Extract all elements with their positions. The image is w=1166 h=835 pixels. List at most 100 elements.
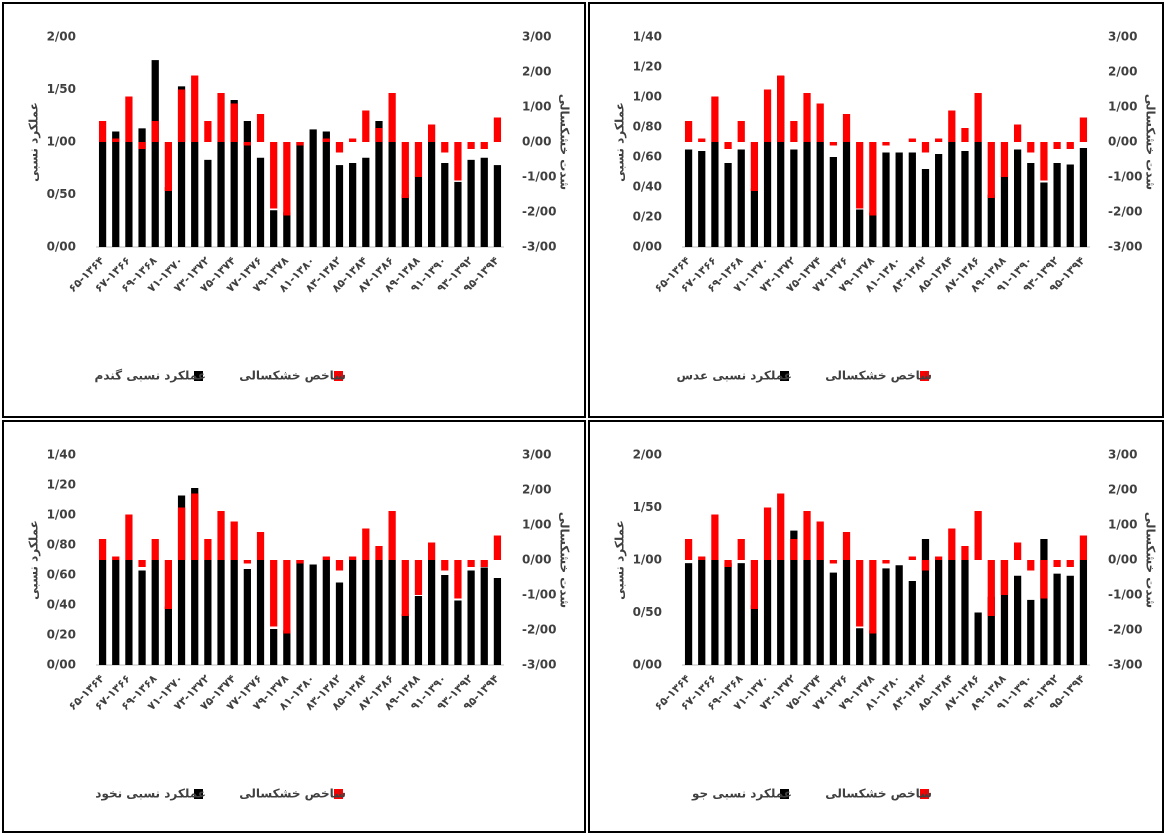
yield-bar (908, 581, 916, 665)
yield-bar (138, 128, 146, 247)
y2-tick-label: 1/00 (522, 100, 551, 114)
yield-bar (217, 560, 225, 665)
y2-tick-label: 3/00 (522, 448, 551, 462)
yield-bar (1079, 560, 1088, 665)
y-tick-label: 0/60 (47, 568, 76, 582)
yield-bar (961, 560, 969, 665)
drought-bar (480, 560, 488, 567)
yield-bar (480, 157, 488, 247)
drought-bar (987, 560, 995, 616)
yield-bar (349, 560, 357, 665)
drought-bar (467, 560, 475, 567)
yield-bar (454, 600, 462, 665)
y2-tick-label: 1/00 (522, 518, 551, 532)
drought-bar (401, 142, 409, 198)
drought-bar (763, 507, 772, 560)
drought-bar (803, 93, 811, 142)
yield-bar (1027, 163, 1035, 247)
y2-tick-label: 1/00 (1108, 518, 1137, 532)
y-tick-label: 0/00 (47, 240, 76, 254)
drought-bar (454, 142, 462, 181)
y2-tick-label: 3/00 (1108, 30, 1137, 44)
panel: 0/00 0/20 0/40 0/60 0/80 1/00 1/20 1/40 -3/00 -2/… (588, 2, 1164, 418)
y2-tick-label: 2/00 (1108, 65, 1137, 79)
yield-bar (335, 165, 344, 247)
yield-bar (816, 142, 824, 247)
yield-bar (467, 159, 475, 247)
yield-bar (1000, 176, 1009, 247)
y2-tick-label: 2/00 (522, 483, 551, 497)
yield-bar (177, 495, 186, 665)
yield-bar (684, 149, 693, 247)
legend-swatch (780, 789, 789, 799)
drought-bar (724, 560, 732, 567)
yield-bar (698, 151, 706, 247)
drought-bar (296, 142, 304, 146)
legend-label: عملکرد نسبی گندم (95, 369, 206, 384)
y-axis-title: عملکرد نسبی (27, 520, 41, 600)
yield-bar (882, 568, 890, 665)
yield-bar (493, 165, 502, 247)
yield-bar (362, 157, 370, 247)
chart: 0/00 0/20 0/40 0/60 0/80 1/00 1/20 1/40 -3/00 -2/… (613, 30, 1158, 383)
y-tick-label: 0/40 (633, 180, 662, 194)
y2-tick-label: -3/00 (522, 658, 556, 672)
yield-bar (125, 142, 133, 247)
drought-bar (974, 93, 982, 142)
drought-bar (790, 121, 798, 142)
drought-bar (1027, 142, 1035, 153)
drought-bar (737, 539, 745, 560)
drought-bar (204, 539, 212, 560)
yield-bar (270, 629, 278, 665)
yield-bar (401, 194, 409, 247)
y2-tick-label: -3/00 (522, 240, 556, 254)
drought-bar (684, 539, 693, 560)
drought-bar (711, 514, 719, 560)
yield-bar (296, 142, 304, 247)
y2-tick-label: -1/00 (522, 588, 556, 602)
yield-bar (882, 152, 890, 247)
y2-tick-label: 3/00 (522, 30, 551, 44)
drought-bar (737, 121, 745, 142)
yield-bar (467, 570, 475, 665)
yield-bar (322, 560, 330, 665)
y2-tick-label: -1/00 (1108, 170, 1142, 184)
drought-bar (816, 103, 824, 142)
yield-bar (777, 76, 785, 247)
y-tick-label: 1/00 (633, 90, 662, 104)
yield-bar (1053, 573, 1061, 665)
yield-bar (441, 163, 449, 247)
yield-bar (362, 560, 370, 665)
drought-bar (698, 138, 706, 142)
yield-bar (375, 121, 383, 247)
yield-bar (98, 560, 107, 665)
drought-bar (349, 556, 357, 560)
drought-bar (974, 511, 982, 560)
yield-bar (493, 578, 502, 665)
drought-bar (882, 560, 890, 564)
yield-bar (230, 100, 238, 247)
y-tick-label: 0/50 (47, 187, 76, 201)
y-tick-label: 0/00 (633, 240, 662, 254)
yield-bar (1013, 149, 1022, 247)
drought-bar (243, 560, 251, 564)
y2-axis-title: شدت خشکسالی (1144, 94, 1158, 190)
drought-bar (1053, 142, 1061, 149)
y-tick-label: 0/20 (47, 628, 76, 642)
y-axis-title: عملکرد نسبی (613, 102, 627, 182)
drought-bar (1066, 142, 1074, 149)
panel: 0/00 0/50 1/00 1/50 2/00 -3/00 -2/00 -1/00 0/00 1… (2, 2, 586, 418)
yield-bar (921, 169, 930, 247)
y-tick-label: 1/50 (633, 500, 662, 514)
y2-tick-label: 0/00 (522, 135, 551, 149)
yield-bar (480, 567, 488, 665)
yield-bar (869, 212, 877, 247)
drought-bar (362, 110, 370, 142)
y2-axis-title: شدت خشکسالی (1144, 512, 1158, 608)
y2-axis-title: شدت خشکسالی (558, 94, 572, 190)
drought-bar (684, 121, 693, 142)
yield-bar (217, 142, 225, 247)
yield-bar (256, 157, 265, 247)
y-tick-label: 0/50 (633, 605, 662, 619)
drought-bar (493, 117, 502, 142)
